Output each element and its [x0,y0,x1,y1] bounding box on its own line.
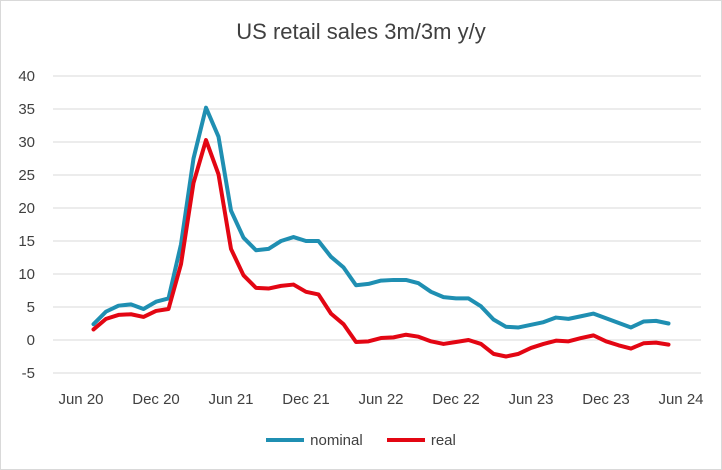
series-lines [91,105,671,359]
legend-swatch-nominal [266,438,305,442]
y-tick-label: 5 [27,299,35,316]
x-tick-label: Jun 20 [58,391,103,408]
y-tick-label: 25 [18,167,35,184]
y-tick-label: 30 [18,134,35,151]
x-tick-label: Jun 23 [508,391,553,408]
x-tick-label: Jun 24 [658,391,703,408]
x-tick-label: Dec 22 [432,391,480,408]
y-tick-label: 20 [18,200,35,217]
legend-label-nominal: nominal [310,431,363,449]
gridlines [53,75,701,374]
legend-label-real: real [430,431,456,449]
series-line-nominal [91,105,671,330]
y-tick-label: 15 [18,233,35,250]
legend-item-nominal: nominal [266,432,363,449]
legend-item-real: real [386,431,456,449]
y-axis-ticks: -5 0 5 10 15 20 25 30 35 40 [18,68,35,382]
y-tick-label: 40 [18,68,35,85]
x-tick-label: Dec 20 [132,391,180,408]
x-tick-label: Dec 21 [282,391,330,408]
legend: nominal real [1,429,721,449]
legend-swatch-real [386,438,425,442]
chart-title: US retail sales 3m/3m y/y [236,19,486,44]
y-tick-label: 35 [18,101,35,118]
x-tick-label: Dec 23 [582,391,630,408]
x-axis-ticks: Jun 20 Dec 20 Jun 21 Dec 21 Jun 22 Dec 22 Jun … [58,391,703,408]
y-tick-label: -5 [22,365,35,382]
y-tick-label: 10 [18,266,35,283]
x-tick-label: Jun 21 [208,391,253,408]
x-tick-label: Jun 22 [358,391,403,408]
series-line-real [91,138,671,359]
y-tick-label: 0 [27,332,35,349]
